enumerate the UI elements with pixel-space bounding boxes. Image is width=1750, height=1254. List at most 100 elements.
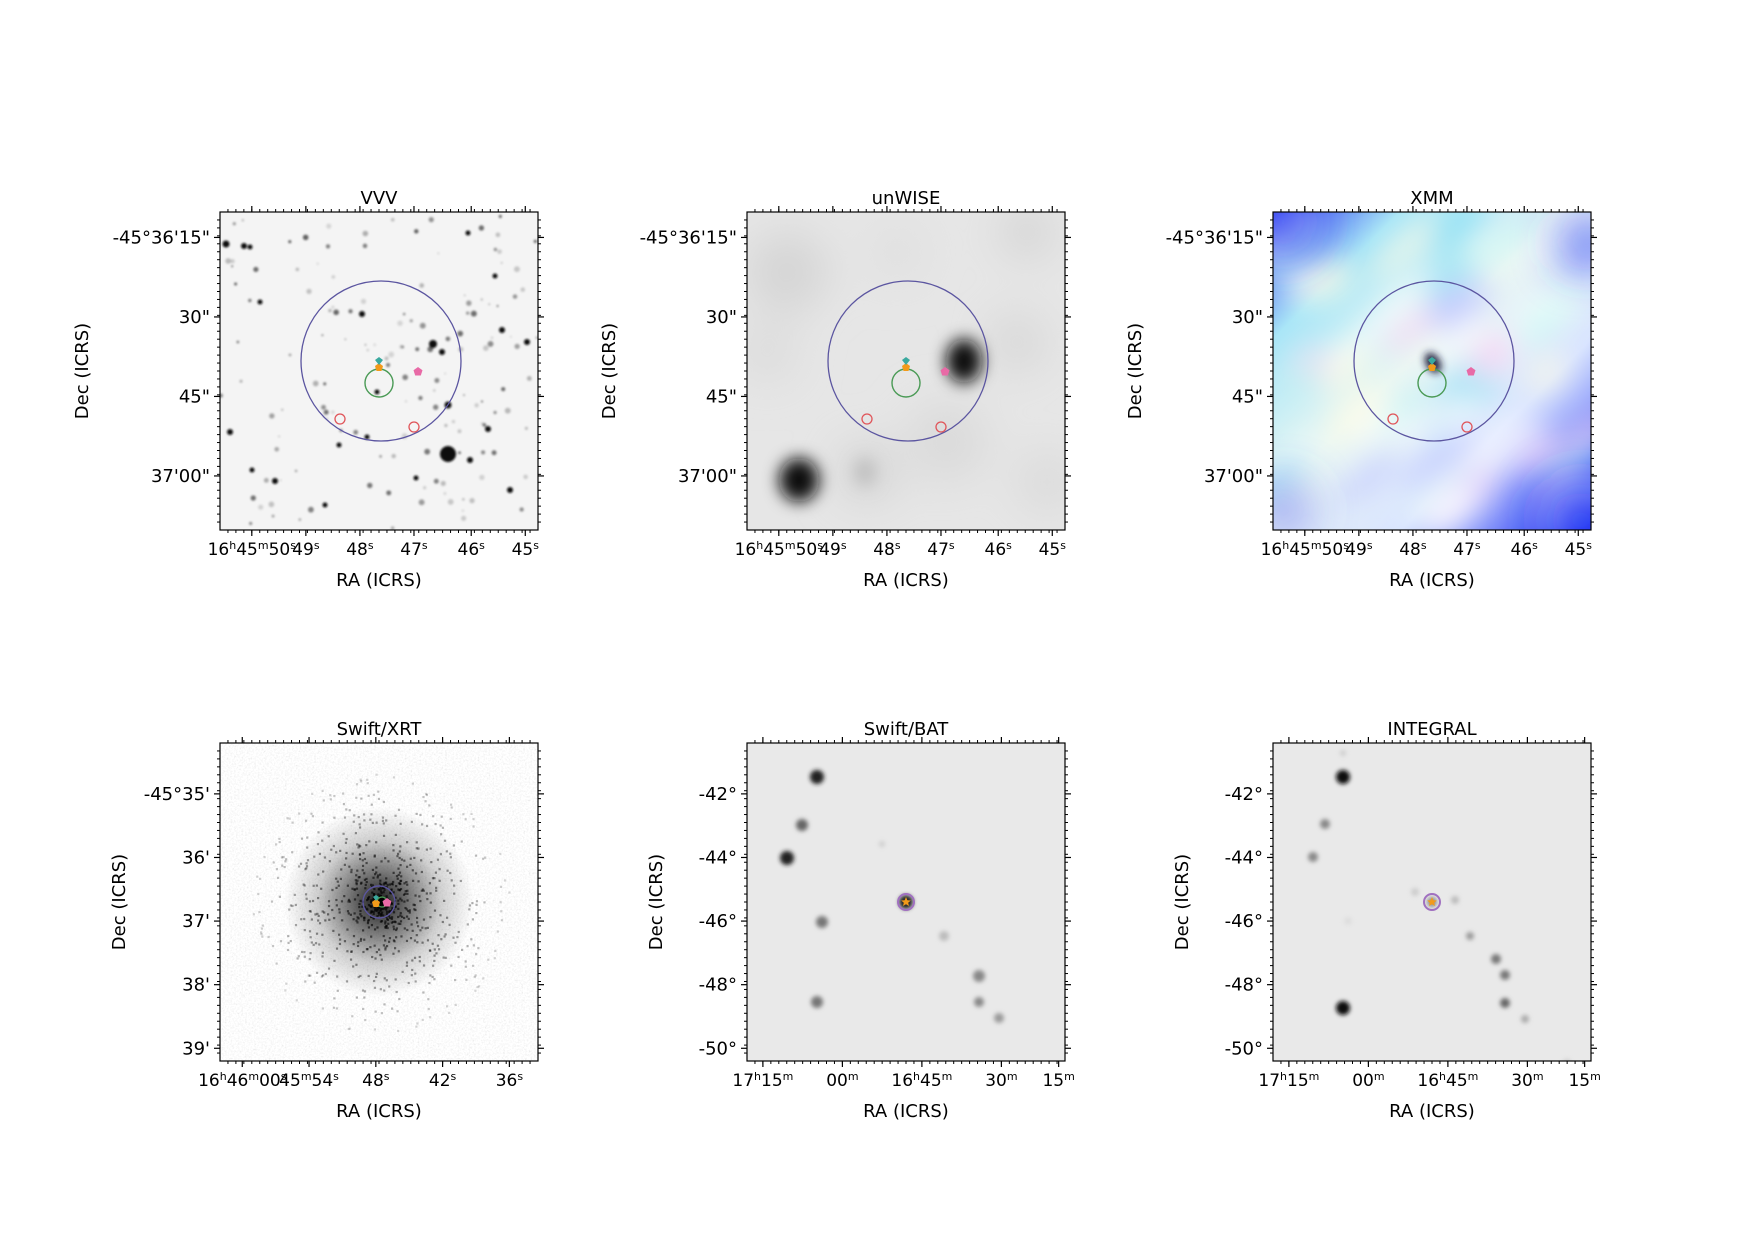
- star: [419, 322, 426, 329]
- photon: [416, 1022, 419, 1025]
- photon: [283, 865, 286, 869]
- bright-star: [429, 340, 437, 348]
- bright-star: [524, 339, 530, 345]
- minor-ticks: [1270, 209, 1594, 533]
- tick-text: 45: [279, 1071, 301, 1091]
- y-tick-label: -44°: [699, 847, 737, 868]
- tick-superscript: h: [1439, 1070, 1446, 1083]
- photon: [499, 901, 502, 904]
- y-tick-label: 38': [182, 975, 210, 996]
- star: [385, 362, 391, 368]
- photon: [281, 864, 284, 867]
- photon: [464, 818, 467, 821]
- color-streak: [1421, 482, 1478, 530]
- tick-text: 49: [1345, 540, 1367, 560]
- x-tick-label: 46s: [1511, 539, 1539, 561]
- star: [409, 319, 413, 323]
- y-tick-label: 39': [182, 1038, 210, 1059]
- tick-superscript: h: [913, 1070, 920, 1083]
- star: [479, 474, 485, 481]
- star: [491, 450, 497, 456]
- tick-superscript: s: [290, 539, 296, 552]
- pink-marker: [413, 367, 423, 376]
- star: [241, 219, 244, 222]
- photon: [348, 1027, 351, 1030]
- tick-superscript: s: [1475, 539, 1481, 552]
- photon: [252, 913, 255, 916]
- error-circle: [827, 280, 989, 442]
- tick-superscript: m: [248, 1070, 259, 1083]
- x-tick-label: 16h45m50s: [208, 539, 297, 561]
- y-tick-label: 45": [179, 386, 210, 407]
- photon: [474, 989, 477, 992]
- pink-marker: [382, 898, 392, 907]
- source: [816, 916, 828, 928]
- star: [373, 343, 376, 347]
- error-circle: [897, 893, 915, 911]
- tick-superscript: h: [756, 539, 763, 552]
- photon: [470, 938, 473, 941]
- color-streak: [1318, 345, 1372, 394]
- photon: [272, 861, 275, 864]
- panel-image: [220, 212, 538, 530]
- photon: [364, 1018, 367, 1022]
- y-tick-label: 30": [1232, 307, 1263, 328]
- x-tick-label: 17h15m: [732, 1070, 793, 1092]
- tick-superscript: m: [848, 1070, 859, 1083]
- star: [390, 217, 395, 222]
- bright-star: [247, 244, 253, 250]
- star: [418, 395, 423, 401]
- y-tick-label: -45°36'15": [640, 227, 737, 248]
- photon: [259, 931, 263, 934]
- photon: [367, 794, 370, 797]
- y-tick-label: 45": [1232, 386, 1263, 407]
- photon: [503, 879, 507, 882]
- star: [306, 288, 312, 295]
- photon: [355, 783, 359, 786]
- photon: [373, 1028, 376, 1031]
- star: [258, 504, 264, 510]
- star: [353, 429, 359, 435]
- y-tick-label: -45°36'15": [1166, 227, 1263, 248]
- bright-source: [946, 339, 982, 383]
- photon: [278, 840, 281, 844]
- photon: [475, 903, 478, 906]
- photon: [396, 1010, 399, 1013]
- y-tick-label: -50°: [1225, 1038, 1263, 1059]
- photon: [483, 901, 486, 904]
- x-axis-label: RA (ICRS): [863, 1101, 949, 1122]
- tick-superscript: m: [1468, 1070, 1479, 1083]
- photon: [411, 782, 414, 785]
- star: [474, 403, 479, 408]
- edge-glow: [1273, 480, 1313, 530]
- photon: [449, 803, 453, 806]
- y-tick-label: 36': [182, 847, 210, 868]
- tick-text: 50: [1322, 540, 1344, 560]
- tick-superscript: m: [1590, 1070, 1601, 1083]
- x-tick-label: 45s: [512, 539, 540, 561]
- source: [1491, 954, 1501, 964]
- x-tick-label: 47s: [400, 539, 428, 561]
- red-marker: [334, 413, 346, 425]
- color-streak: [1297, 258, 1346, 302]
- photon: [445, 1005, 449, 1008]
- star: [295, 267, 300, 272]
- photon: [345, 808, 348, 811]
- color-streak: [1337, 453, 1398, 506]
- red-marker: [1387, 413, 1399, 425]
- bright-star: [241, 243, 247, 249]
- photon: [425, 792, 428, 796]
- tick-text: 17: [732, 1071, 754, 1091]
- tick-text: 16: [1261, 540, 1283, 560]
- y-tick-label: 30": [179, 307, 210, 328]
- star: [466, 300, 472, 306]
- star: [488, 303, 491, 306]
- y-tick-label: -46°: [699, 911, 737, 932]
- tick-text: 48: [1399, 540, 1421, 560]
- photon: [396, 1029, 400, 1033]
- star: [501, 387, 506, 392]
- bright-star: [272, 478, 278, 484]
